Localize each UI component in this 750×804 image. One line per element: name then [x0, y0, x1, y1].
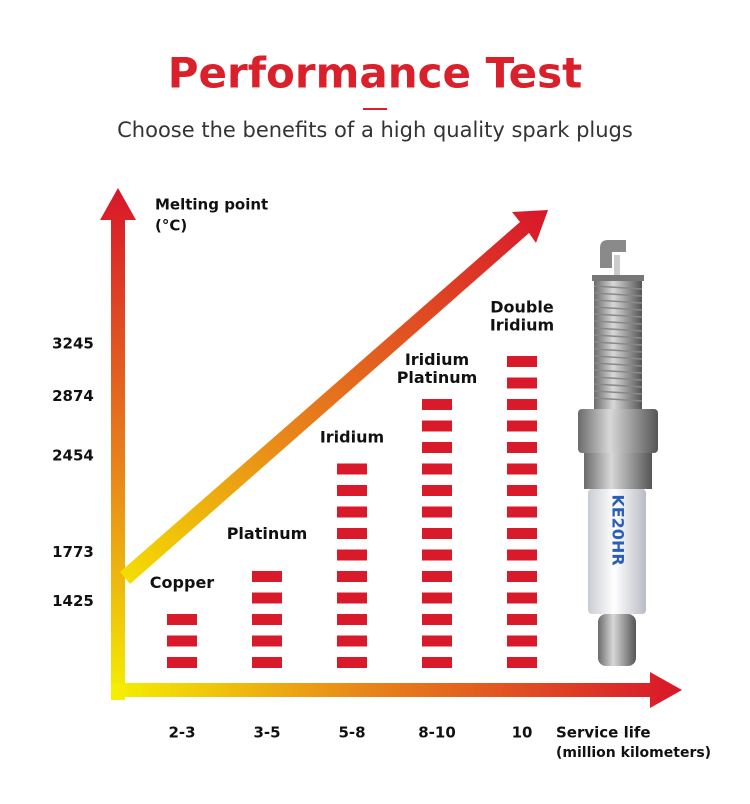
bar-segment	[507, 614, 537, 625]
bar	[507, 356, 537, 668]
svg-text:KE20HR: KE20HR	[609, 494, 628, 565]
bar-label: Iridium	[320, 428, 384, 447]
thread	[593, 355, 643, 360]
bar-segment	[422, 420, 452, 432]
bar-label: Platinum	[397, 368, 478, 387]
bar-segment	[422, 657, 452, 668]
bar-segment	[507, 442, 537, 453]
bar-segment	[507, 485, 537, 496]
bar-segment	[337, 549, 367, 561]
bar-segment	[507, 592, 537, 604]
bar-segment	[507, 571, 537, 582]
chart-subtitle: Choose the benefits of a high quality sp…	[117, 118, 633, 142]
bar	[252, 571, 282, 668]
bar-segment	[507, 463, 537, 475]
thread	[593, 390, 643, 395]
thread	[593, 362, 643, 367]
bar-segment	[422, 571, 452, 582]
bar-segment	[337, 571, 367, 582]
bar-segment	[422, 528, 452, 539]
bar-segment	[507, 399, 537, 410]
bar-segment	[252, 571, 282, 582]
bar-segment	[422, 549, 452, 561]
bar-label: Iridium	[490, 316, 554, 335]
bar-segment	[422, 592, 452, 604]
bar-segment	[422, 614, 452, 625]
bar-segment	[507, 657, 537, 668]
y-axis	[100, 188, 136, 700]
bar-segment	[337, 463, 367, 475]
bar-label: Platinum	[227, 524, 308, 543]
bar-segment	[252, 614, 282, 625]
y-tick-label: 2874	[52, 387, 94, 405]
y-axis-label: Melting point	[155, 196, 268, 214]
thread	[593, 313, 643, 318]
bar-label: Double	[490, 298, 554, 317]
thread	[593, 306, 643, 311]
x-axis-label: Service life	[556, 724, 651, 742]
y-tick-label: 3245	[52, 335, 94, 353]
thread	[593, 341, 643, 346]
thread	[593, 369, 643, 374]
bar-segment	[422, 635, 452, 647]
bar-label: Iridium	[405, 350, 469, 369]
bar-segment	[252, 635, 282, 647]
bar-segment	[422, 485, 452, 496]
chart-title: Performance Test	[168, 49, 582, 98]
bar-segment	[507, 356, 537, 367]
thread	[593, 383, 643, 388]
bar-segment	[422, 463, 452, 475]
y-axis-label: (°C)	[155, 217, 187, 235]
x-tick-label: 5-8	[338, 724, 365, 742]
bar-segment	[167, 614, 197, 625]
thread	[593, 285, 643, 290]
thread	[593, 348, 643, 353]
bar-segment	[337, 485, 367, 496]
bar-segment	[337, 506, 367, 518]
bar-segment	[252, 657, 282, 668]
x-tick-label: 2-3	[168, 724, 195, 742]
bar-segment	[167, 635, 197, 647]
thread	[593, 334, 643, 339]
bar-segment	[337, 635, 367, 647]
y-tick-label: 1425	[52, 592, 94, 610]
thread	[593, 299, 643, 304]
x-tick-label: 10	[512, 724, 533, 742]
trend-arrow	[120, 210, 548, 584]
spark-plug: KE20HR	[578, 240, 658, 666]
bar-segment	[252, 592, 282, 604]
thread	[593, 292, 643, 297]
x-axis-label: (million kilometers)	[556, 745, 711, 761]
bar-segment	[167, 657, 197, 668]
y-tick-label: 2454	[52, 447, 94, 465]
bar-segment	[337, 592, 367, 604]
bar	[167, 614, 197, 668]
x-axis	[111, 672, 682, 708]
bar-segment	[422, 399, 452, 410]
bar-segment	[422, 442, 452, 453]
bar-segment	[507, 506, 537, 518]
bar-segment	[507, 528, 537, 539]
bar-segment	[422, 506, 452, 518]
bar	[337, 463, 367, 668]
bar-label: Copper	[150, 573, 214, 592]
thread	[593, 397, 643, 402]
x-tick-label: 3-5	[253, 724, 280, 742]
bar-segment	[337, 528, 367, 539]
y-tick-label: 1773	[52, 543, 94, 561]
bar-segment	[507, 635, 537, 647]
thread	[593, 320, 643, 325]
bar-segment	[337, 614, 367, 625]
thread	[593, 376, 643, 381]
bar	[422, 399, 452, 668]
bar-segment	[337, 657, 367, 668]
x-tick-label: 8-10	[418, 724, 456, 742]
thread	[593, 327, 643, 332]
bar-segment	[507, 377, 537, 389]
bar-segment	[507, 549, 537, 561]
bar-segment	[507, 420, 537, 432]
